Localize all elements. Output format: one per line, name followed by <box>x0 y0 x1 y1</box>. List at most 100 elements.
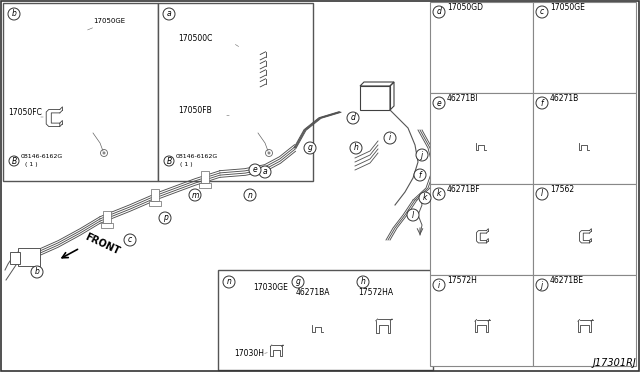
Text: 08146-6162G: 08146-6162G <box>21 154 63 159</box>
Text: J17301RJ: J17301RJ <box>592 358 636 368</box>
Circle shape <box>124 234 136 246</box>
Text: d: d <box>351 113 355 122</box>
Bar <box>533 93 636 184</box>
Text: 17562: 17562 <box>550 185 574 194</box>
Bar <box>3 3 158 181</box>
Text: j: j <box>541 280 543 289</box>
Text: a: a <box>262 167 268 176</box>
Text: 46271B: 46271B <box>550 94 579 103</box>
Text: B: B <box>166 157 172 166</box>
Circle shape <box>433 279 445 291</box>
Text: n: n <box>227 278 232 286</box>
Circle shape <box>292 276 304 288</box>
Text: e: e <box>253 166 257 174</box>
Circle shape <box>189 189 201 201</box>
Text: e: e <box>436 99 442 108</box>
Bar <box>201 171 209 183</box>
Text: g: g <box>308 144 312 153</box>
Text: p: p <box>163 214 168 222</box>
Text: k: k <box>423 193 427 202</box>
Bar <box>533 2 636 93</box>
Text: 17572HA: 17572HA <box>358 288 393 297</box>
Text: b: b <box>35 267 40 276</box>
Bar <box>103 211 111 223</box>
Text: 17050FB: 17050FB <box>178 106 212 115</box>
Text: n: n <box>248 190 252 199</box>
Text: 17050GE: 17050GE <box>88 18 125 30</box>
Bar <box>430 2 533 93</box>
Text: FRONT: FRONT <box>83 232 121 256</box>
Text: 46271BE: 46271BE <box>550 276 584 285</box>
Bar <box>218 270 433 370</box>
Text: h: h <box>360 278 365 286</box>
Text: l: l <box>541 189 543 199</box>
Circle shape <box>31 266 43 278</box>
Circle shape <box>536 279 548 291</box>
Text: 17030H: 17030H <box>234 349 264 358</box>
Text: 08146-6162G: 08146-6162G <box>176 154 218 159</box>
Text: 17050GE: 17050GE <box>550 3 585 12</box>
Text: k: k <box>437 189 441 199</box>
Bar <box>10 252 20 264</box>
Circle shape <box>163 8 175 20</box>
Circle shape <box>164 156 174 166</box>
Text: 46271BF: 46271BF <box>447 185 481 194</box>
Text: 17030GE: 17030GE <box>253 283 288 292</box>
Text: B: B <box>12 157 17 166</box>
Circle shape <box>433 97 445 109</box>
Circle shape <box>536 188 548 200</box>
Bar <box>430 93 533 184</box>
Text: ( 1 ): ( 1 ) <box>180 162 193 167</box>
Circle shape <box>268 151 271 154</box>
Text: c: c <box>540 7 544 16</box>
Circle shape <box>304 142 316 154</box>
Text: b: b <box>12 10 17 19</box>
Text: 46271BI: 46271BI <box>447 94 479 103</box>
Circle shape <box>9 156 19 166</box>
Circle shape <box>433 6 445 18</box>
Circle shape <box>357 276 369 288</box>
Text: i: i <box>389 134 391 142</box>
Circle shape <box>350 142 362 154</box>
Circle shape <box>223 276 235 288</box>
Circle shape <box>259 166 271 178</box>
Bar <box>430 184 533 275</box>
Text: 170500C: 170500C <box>178 34 212 43</box>
Text: f: f <box>541 99 543 108</box>
Text: d: d <box>436 7 442 16</box>
Bar <box>158 3 313 181</box>
Circle shape <box>407 209 419 221</box>
Text: 17050FC: 17050FC <box>8 108 42 117</box>
Text: c: c <box>128 235 132 244</box>
Circle shape <box>416 149 428 161</box>
Text: m: m <box>191 190 198 199</box>
Circle shape <box>384 132 396 144</box>
Circle shape <box>433 188 445 200</box>
Circle shape <box>249 164 261 176</box>
Circle shape <box>419 192 431 204</box>
Text: f: f <box>419 170 421 180</box>
Bar <box>149 201 161 206</box>
Circle shape <box>102 151 106 154</box>
Text: 46271BA: 46271BA <box>296 288 330 297</box>
Text: j: j <box>421 151 423 160</box>
Text: i: i <box>438 280 440 289</box>
Text: g: g <box>296 278 300 286</box>
Circle shape <box>414 169 426 181</box>
Circle shape <box>536 6 548 18</box>
Bar <box>151 189 159 201</box>
Bar <box>18 248 40 266</box>
Text: l: l <box>412 211 414 219</box>
Bar <box>101 223 113 228</box>
Bar <box>533 275 636 366</box>
Bar <box>533 184 636 275</box>
Text: a: a <box>166 10 172 19</box>
Circle shape <box>347 112 359 124</box>
Text: 17572H: 17572H <box>447 276 477 285</box>
Bar <box>430 275 533 366</box>
Text: h: h <box>353 144 358 153</box>
Circle shape <box>536 97 548 109</box>
Text: ( 1 ): ( 1 ) <box>25 162 38 167</box>
Bar <box>199 183 211 188</box>
Text: 17050GD: 17050GD <box>447 3 483 12</box>
